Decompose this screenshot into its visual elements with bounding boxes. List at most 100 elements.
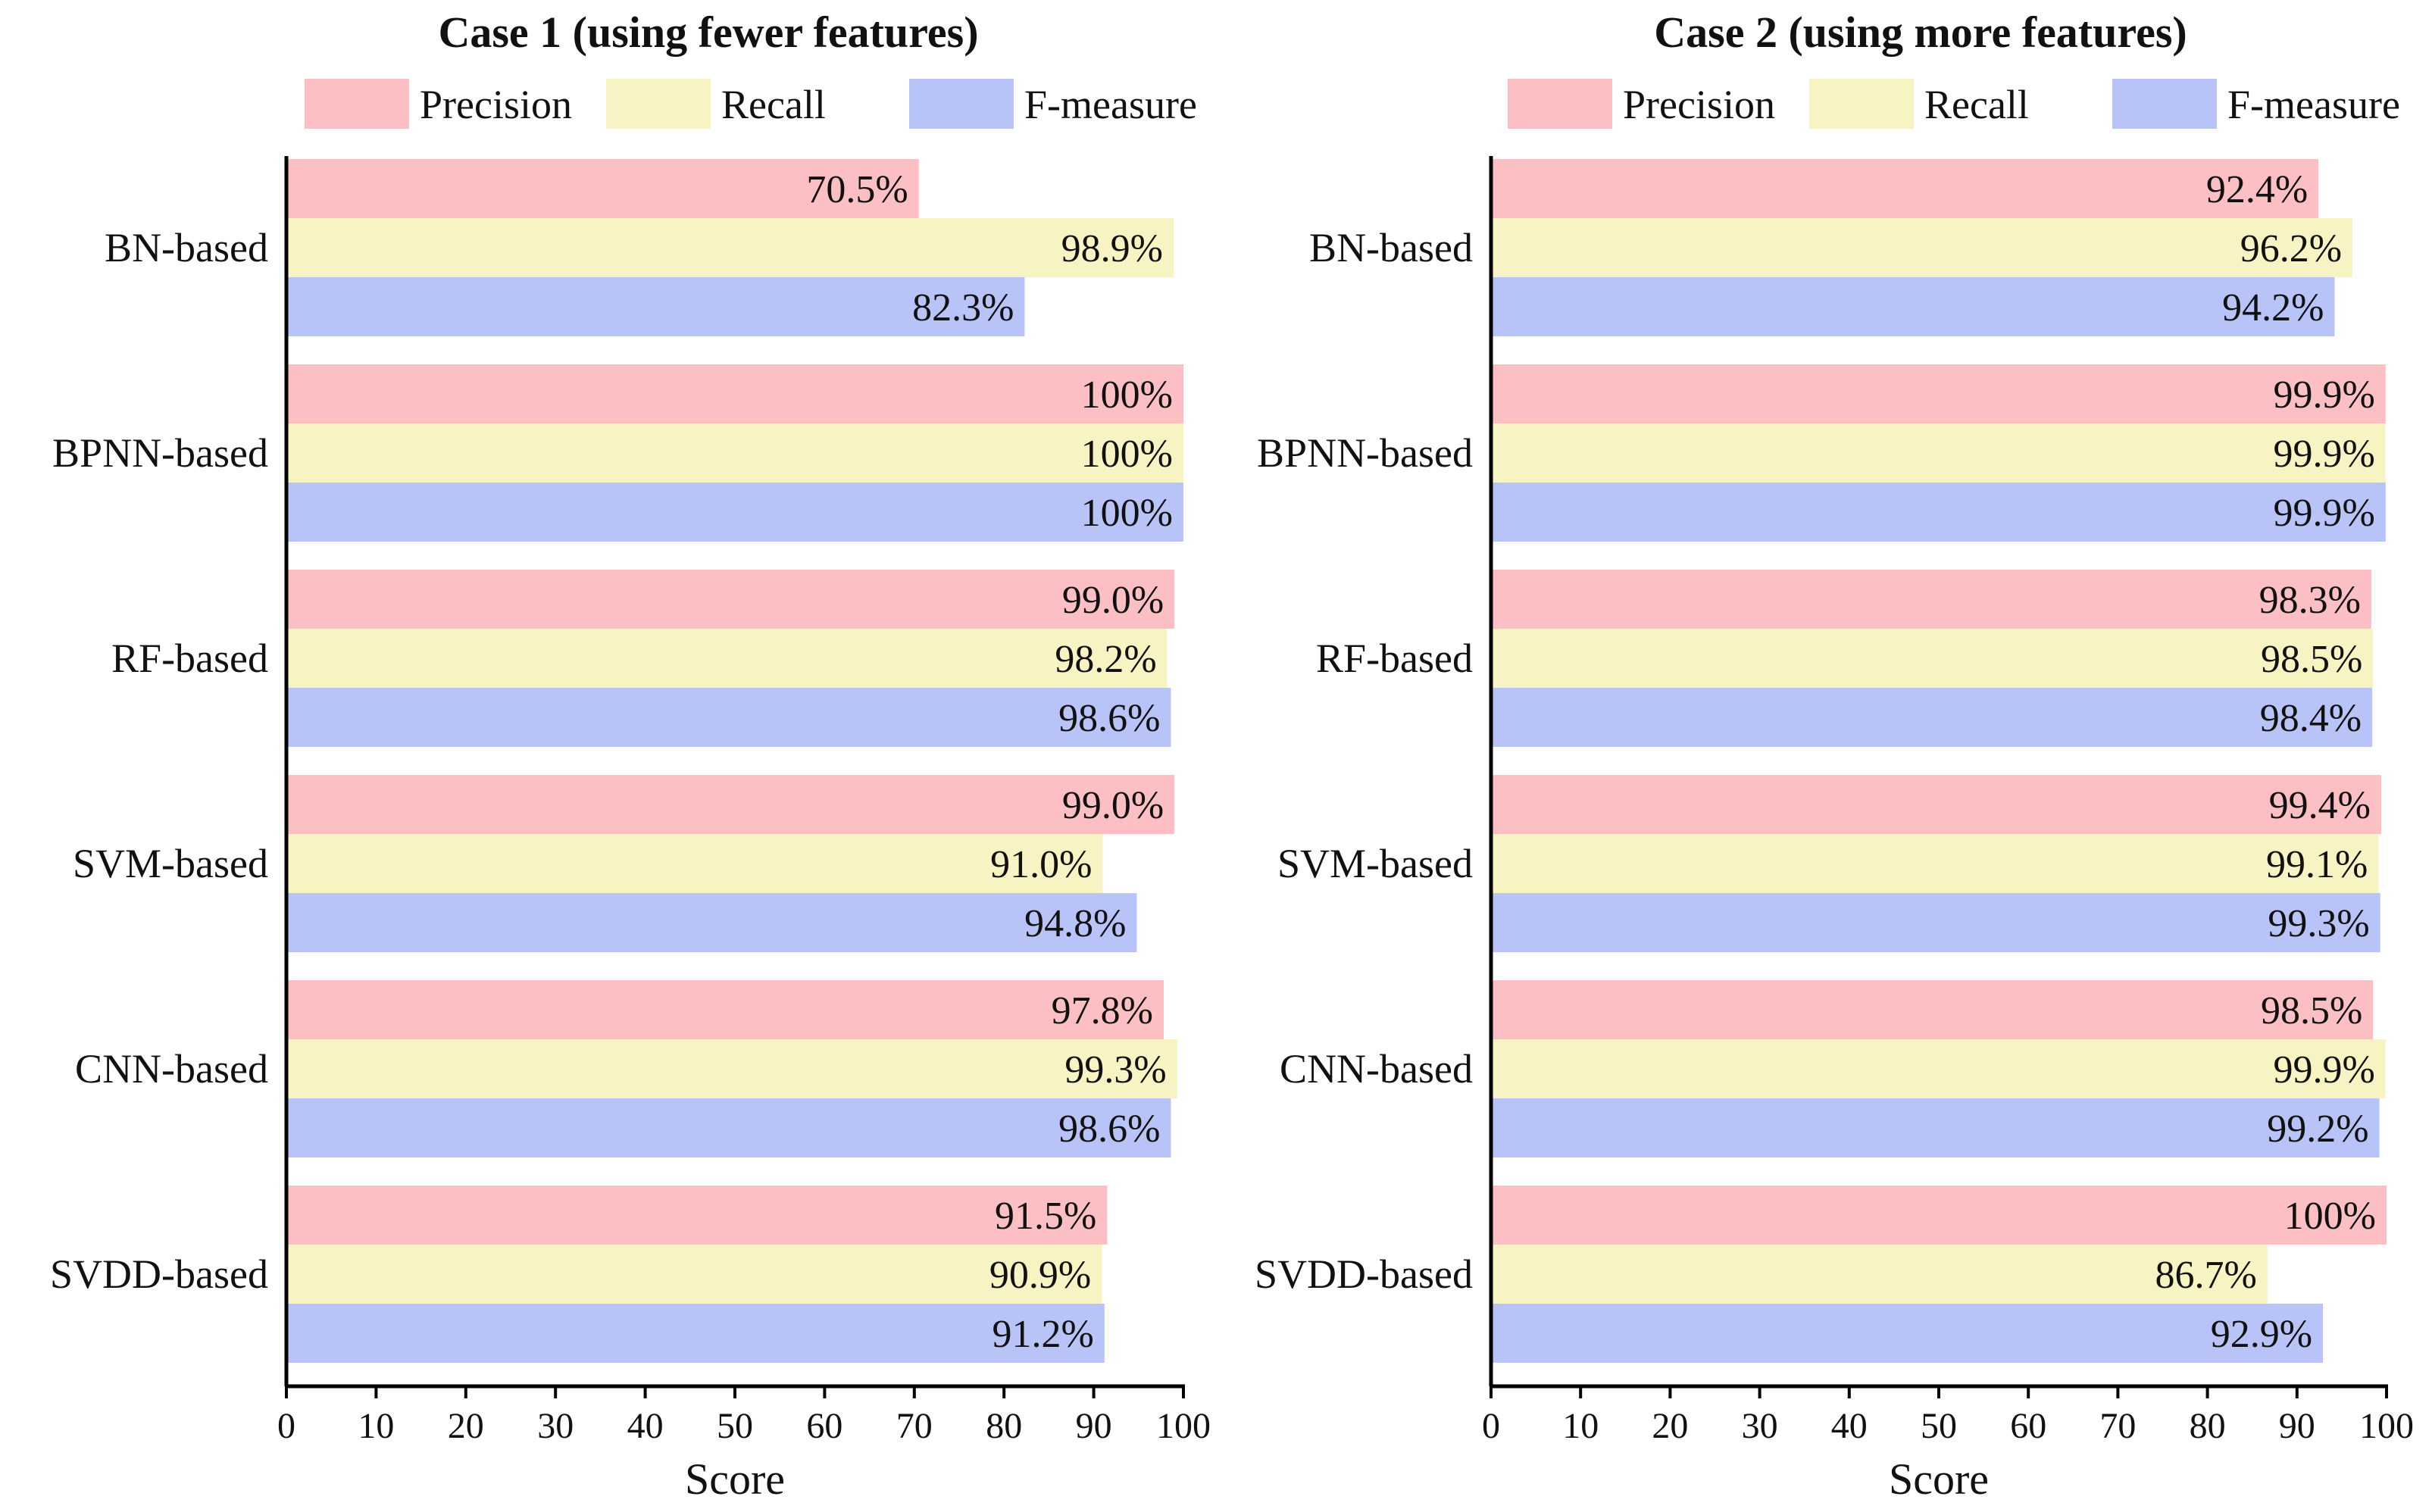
- bar-f-measure-bn-based: [286, 277, 1025, 336]
- data-label: 91.0%: [990, 843, 1092, 886]
- bar-recall-rf-based: [1491, 629, 2374, 688]
- data-label: 98.6%: [1058, 1107, 1160, 1151]
- category-label: BPNN-based: [1257, 430, 1473, 476]
- bar-f-measure-svm-based: [1491, 893, 2380, 952]
- x-tick-label: 50: [717, 1406, 753, 1446]
- data-label: 94.2%: [2222, 286, 2324, 330]
- bar-recall-svdd-based: [286, 1245, 1102, 1304]
- x-tick-label: 100: [1156, 1406, 1211, 1446]
- data-label: 100%: [2284, 1195, 2376, 1238]
- bar-recall-bn-based: [286, 218, 1174, 277]
- legend-swatch: [2112, 79, 2217, 129]
- category-label: SVDD-based: [1255, 1251, 1473, 1297]
- data-label: 92.4%: [2206, 168, 2308, 211]
- x-tick-label: 60: [806, 1406, 842, 1446]
- bar-precision-svdd-based: [1491, 1186, 2387, 1245]
- bar-precision-bn-based: [1491, 159, 2319, 218]
- bar-precision-svm-based: [1491, 775, 2381, 834]
- data-label: 70.5%: [806, 168, 908, 211]
- data-label: 98.9%: [1061, 227, 1163, 270]
- category-label: SVM-based: [1277, 841, 1473, 886]
- data-label: 99.9%: [2273, 373, 2374, 417]
- category-label: RF-based: [111, 636, 268, 681]
- x-tick-label: 70: [896, 1406, 933, 1446]
- legend-item-recall: Recall: [1809, 79, 2029, 129]
- data-label: 96.2%: [2240, 227, 2342, 270]
- x-tick-label: 0: [277, 1406, 295, 1446]
- x-tick-label: 0: [1482, 1406, 1500, 1446]
- category-label: BN-based: [105, 225, 268, 270]
- x-tick-label: 20: [1652, 1406, 1688, 1446]
- bar-f-measure-bpnn-based: [1491, 483, 2386, 542]
- data-label: 99.0%: [1062, 579, 1164, 622]
- data-label: 98.5%: [2261, 638, 2362, 681]
- x-tick-label: 100: [2359, 1406, 2414, 1446]
- x-tick-label: 60: [2010, 1406, 2046, 1446]
- bar-recall-cnn-based: [1491, 1039, 2386, 1098]
- data-label: 86.7%: [2155, 1254, 2256, 1297]
- data-label: 99.3%: [2268, 902, 2369, 945]
- legend-item-precision: Precision: [305, 79, 572, 129]
- bar-f-measure-svdd-based: [286, 1304, 1105, 1363]
- bar-precision-svdd-based: [286, 1186, 1108, 1245]
- legend-label: Recall: [721, 82, 826, 127]
- bar-recall-rf-based: [286, 629, 1168, 688]
- legend-swatch: [1809, 79, 1914, 129]
- bar-precision-bn-based: [286, 159, 919, 218]
- bar-f-measure-svm-based: [286, 893, 1137, 952]
- category-label: SVM-based: [73, 841, 268, 886]
- bar-recall-svdd-based: [1491, 1245, 2268, 1304]
- bar-f-measure-rf-based: [286, 688, 1171, 747]
- x-tick-label: 80: [2190, 1406, 2226, 1446]
- legend-label: Precision: [1623, 82, 1775, 127]
- bar-f-measure-svdd-based: [1491, 1304, 2324, 1363]
- legend-item-recall: Recall: [606, 79, 826, 129]
- bar-precision-cnn-based: [286, 980, 1164, 1039]
- x-tick-label: 70: [2099, 1406, 2136, 1446]
- category-label: BPNN-based: [52, 430, 268, 476]
- x-tick-label: 50: [1921, 1406, 1957, 1446]
- x-tick-label: 20: [448, 1406, 484, 1446]
- data-label: 99.2%: [2267, 1107, 2368, 1151]
- chart-panel-1: Case 1 (using fewer features) Precision Re…: [50, 8, 1211, 1504]
- legend-swatch: [305, 79, 409, 129]
- bar-precision-bpnn-based: [286, 364, 1183, 423]
- chart-panel-2: Case 2 (using more features) Precision Rec…: [1255, 8, 2414, 1504]
- legend-item-f-measure: F-measure: [909, 79, 1197, 129]
- bar-precision-bpnn-based: [1491, 364, 2386, 423]
- data-label: 92.9%: [2211, 1313, 2312, 1356]
- legend-swatch: [606, 79, 711, 129]
- bar-recall-bn-based: [1491, 218, 2353, 277]
- data-label: 94.8%: [1024, 902, 1126, 945]
- legend-item-f-measure: F-measure: [2112, 79, 2400, 129]
- x-tick-label: 90: [1076, 1406, 1112, 1446]
- chart-title: Case 2 (using more features): [1654, 8, 2187, 57]
- bar-f-measure-bpnn-based: [286, 483, 1183, 542]
- x-tick-label: 80: [986, 1406, 1022, 1446]
- data-label: 91.2%: [992, 1313, 1093, 1356]
- data-label: 82.3%: [912, 286, 1014, 330]
- legend-swatch: [909, 79, 1014, 129]
- legend-label: F-measure: [1024, 82, 1197, 127]
- data-label: 99.1%: [2266, 843, 2368, 886]
- data-label: 100%: [1081, 492, 1173, 535]
- x-tick-label: 40: [1831, 1406, 1868, 1446]
- x-tick-label: 10: [358, 1406, 394, 1446]
- data-label: 91.5%: [995, 1195, 1096, 1238]
- data-label: 98.2%: [1055, 638, 1156, 681]
- bar-recall-svm-based: [286, 834, 1103, 893]
- data-label: 98.3%: [2259, 579, 2361, 622]
- x-tick-label: 10: [1562, 1406, 1599, 1446]
- legend-item-precision: Precision: [1508, 79, 1775, 129]
- data-label: 99.4%: [2269, 784, 2371, 827]
- bar-f-measure-cnn-based: [286, 1098, 1171, 1157]
- data-label: 99.9%: [2273, 433, 2374, 476]
- bar-recall-svm-based: [1491, 834, 2379, 893]
- legend-label: Precision: [420, 82, 572, 127]
- data-label: 98.5%: [2261, 989, 2362, 1032]
- data-label: 99.0%: [1062, 784, 1164, 827]
- x-axis-label: Score: [685, 1454, 785, 1504]
- bar-recall-cnn-based: [286, 1039, 1177, 1098]
- category-label: RF-based: [1316, 636, 1473, 681]
